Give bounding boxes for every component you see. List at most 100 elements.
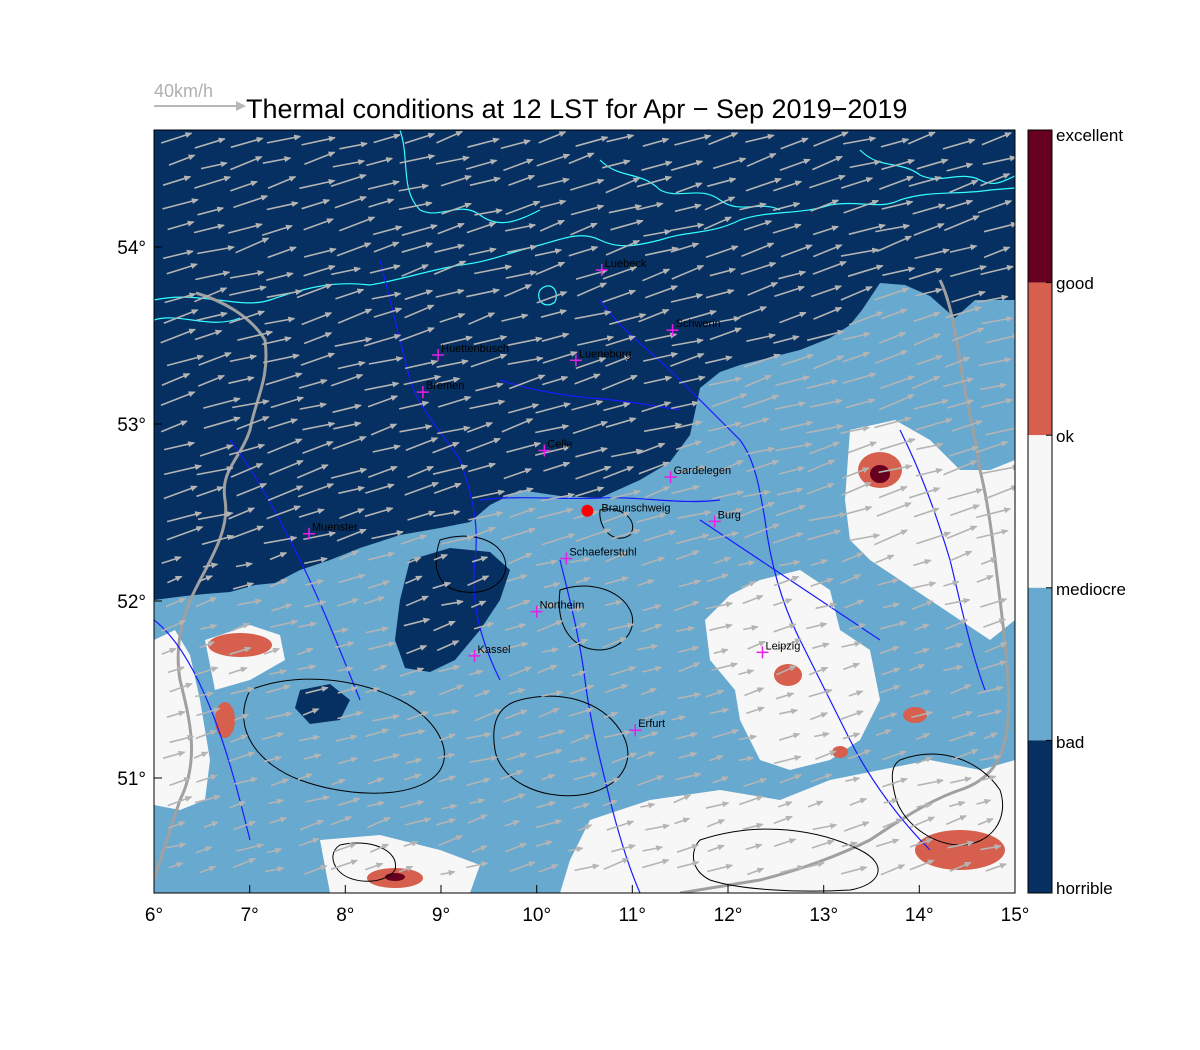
city-label: Erfurt	[638, 718, 665, 730]
wind-vector	[436, 640, 460, 652]
wind-vector	[371, 291, 402, 300]
wind-vector	[951, 327, 985, 342]
wind-vector	[575, 357, 607, 370]
wind-vector	[569, 556, 591, 564]
wind-vector	[504, 284, 533, 298]
wind-vector	[842, 351, 871, 363]
wind-vector	[330, 467, 368, 479]
wind-vector	[262, 156, 292, 164]
wind-vector	[674, 817, 691, 825]
wind-vector	[263, 647, 281, 655]
wind-vector	[743, 523, 780, 539]
wind-vector	[471, 845, 488, 854]
wind-vector	[642, 268, 671, 282]
wind-vector	[169, 682, 193, 693]
colorbar-segment-bad	[1028, 587, 1052, 741]
wind-vector	[643, 529, 677, 542]
wind-vector	[882, 777, 908, 788]
colorbar: excellent good ok mediocre bad horrible	[1027, 126, 1126, 898]
wind-vector	[538, 707, 561, 718]
wind-vector	[167, 575, 183, 584]
city-label: Luebeck	[605, 258, 647, 270]
wind-vector	[773, 335, 800, 344]
zone-ok-4	[774, 664, 802, 686]
wind-vector	[535, 559, 558, 567]
wind-vector	[944, 356, 971, 368]
wind-vector	[438, 684, 465, 696]
wind-vector	[399, 327, 435, 342]
wind-vector	[706, 177, 737, 188]
wind-vector	[441, 202, 472, 215]
wind-vector	[775, 442, 813, 452]
wind-vector	[195, 691, 215, 698]
wind-vector	[439, 313, 466, 323]
wind-vector	[848, 223, 887, 236]
wind-vector	[712, 728, 740, 739]
wind-reference-label: 40km/h	[154, 81, 213, 101]
wind-vector	[950, 684, 972, 695]
wind-vector	[908, 267, 943, 280]
wind-vector	[405, 757, 423, 764]
wind-vector	[812, 642, 830, 649]
wind-vector	[744, 687, 765, 697]
wind-vector	[263, 535, 298, 545]
wind-vector	[404, 817, 432, 826]
wind-vector	[474, 690, 491, 698]
wind-vector	[877, 578, 900, 586]
wind-vector	[235, 561, 253, 568]
wind-vector	[880, 864, 906, 876]
wind-vector	[237, 330, 274, 341]
wind-vector	[874, 416, 912, 429]
wind-vector	[434, 243, 465, 254]
wind-vector	[406, 711, 430, 721]
wind-vector	[200, 161, 228, 170]
wind-vector	[709, 707, 730, 715]
wind-vector	[806, 379, 839, 390]
wind-vector	[398, 201, 433, 211]
wind-vector	[230, 180, 258, 192]
wind-vector	[505, 223, 537, 232]
wind-vector	[467, 137, 500, 148]
wind-vector	[601, 374, 638, 391]
wind-vector	[232, 857, 257, 869]
zone-good-2	[385, 873, 405, 881]
wind-vector	[670, 353, 705, 367]
wind-vector	[810, 577, 834, 588]
wind-vector	[438, 775, 457, 783]
wind-vector	[470, 648, 488, 655]
wind-vector	[263, 755, 283, 763]
wind-vector	[438, 835, 464, 847]
wind-vector	[841, 641, 862, 648]
wind-vector	[197, 511, 234, 521]
wind-vector	[975, 441, 1009, 453]
wind-vector	[910, 689, 932, 698]
wind-vector	[985, 333, 1015, 344]
wind-vector	[236, 843, 265, 852]
wind-vector	[636, 175, 673, 188]
wind-vector	[194, 175, 232, 189]
wind-vector	[469, 798, 486, 805]
wind-vector	[269, 551, 288, 561]
wind-vector	[637, 442, 666, 455]
wind-vector	[509, 861, 536, 872]
wind-vector	[914, 623, 930, 631]
wind-vector	[570, 178, 605, 191]
wind-vector	[541, 533, 576, 546]
wind-vector	[943, 664, 964, 672]
wind-vector	[569, 756, 588, 763]
wind-vector	[500, 769, 524, 780]
wind-vector	[913, 559, 932, 567]
wind-vector	[678, 645, 700, 653]
wind-vector	[304, 151, 336, 165]
wind-vector	[506, 752, 528, 761]
wind-vector	[163, 441, 196, 451]
wind-vector	[671, 715, 687, 721]
wind-vector	[875, 729, 892, 737]
wind-vector	[670, 160, 704, 171]
wind-vector	[977, 817, 994, 826]
wind-vector	[268, 669, 288, 676]
wind-vector	[943, 580, 960, 587]
wind-reference-arrowhead	[236, 101, 246, 111]
wind-vector	[266, 134, 302, 144]
wind-vector	[404, 482, 440, 496]
